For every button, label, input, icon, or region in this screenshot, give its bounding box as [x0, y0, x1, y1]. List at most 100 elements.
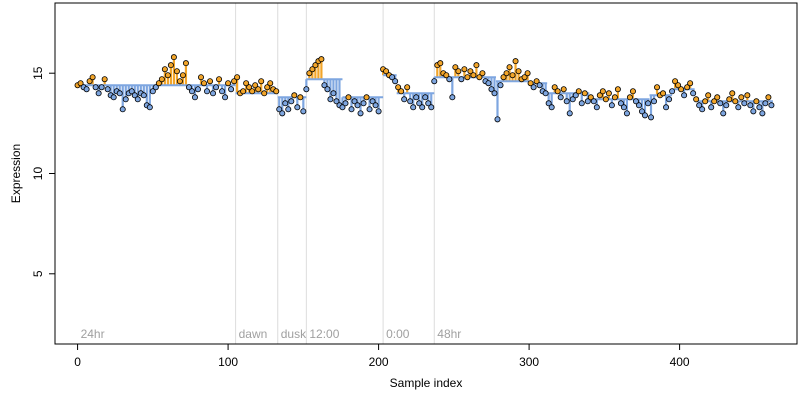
data-point	[128, 88, 135, 95]
data-point	[521, 74, 528, 81]
data-point	[747, 102, 754, 109]
data-point	[596, 92, 603, 99]
phase-labels: 24hr dawn dusk 12:00 0:00 48hr	[81, 327, 462, 341]
data-point	[185, 84, 192, 91]
data-point	[756, 104, 763, 111]
data-point	[140, 92, 147, 99]
data-point	[669, 88, 676, 95]
data-point	[536, 82, 543, 89]
data-point	[524, 70, 531, 77]
data-point	[503, 70, 510, 77]
y-axis-label: Expression	[9, 144, 23, 203]
data-point	[443, 72, 450, 79]
data-point	[500, 74, 507, 81]
data-point	[551, 84, 558, 91]
data-point	[225, 80, 232, 87]
data-point	[626, 94, 633, 101]
data-point	[258, 78, 265, 85]
data-point	[515, 68, 522, 75]
data-point	[494, 116, 501, 123]
data-point	[164, 72, 171, 79]
data-point	[201, 80, 208, 87]
data-point	[509, 72, 516, 79]
data-point	[654, 84, 661, 91]
data-point	[425, 100, 432, 107]
data-point	[410, 104, 417, 111]
data-point	[357, 110, 364, 117]
data-point	[590, 98, 597, 105]
data-point	[419, 104, 426, 111]
data-point	[467, 68, 474, 75]
data-point	[255, 86, 262, 93]
data-point	[261, 90, 268, 97]
data-point	[629, 88, 636, 95]
data-point	[488, 86, 495, 93]
y-axis: 5 10 15	[31, 66, 55, 277]
data-point	[279, 110, 286, 117]
data-point	[392, 78, 399, 85]
phase-lines	[235, 3, 435, 344]
data-point	[611, 94, 618, 101]
data-point	[204, 88, 211, 95]
y-tick-label: 5	[31, 270, 45, 277]
data-point	[300, 108, 307, 115]
data-point	[324, 86, 331, 93]
data-point	[620, 104, 627, 111]
data-point	[554, 88, 561, 95]
data-point	[83, 86, 90, 93]
data-point	[285, 106, 292, 113]
data-point	[303, 86, 310, 93]
data-point	[566, 110, 573, 117]
data-point	[644, 100, 651, 107]
data-point	[351, 98, 358, 105]
data-point	[605, 90, 612, 97]
data-point	[116, 90, 123, 97]
y-tick-label: 10	[31, 167, 45, 181]
data-point	[249, 88, 256, 95]
data-point	[188, 88, 195, 95]
data-point	[213, 84, 220, 91]
data-point	[389, 74, 396, 81]
data-point	[354, 102, 361, 109]
data-point	[158, 76, 165, 83]
data-point	[182, 60, 189, 67]
data-point	[152, 84, 159, 91]
data-point	[191, 94, 198, 101]
data-point	[666, 96, 673, 103]
data-point	[696, 102, 703, 109]
data-point	[452, 64, 459, 71]
data-point	[345, 94, 352, 101]
data-point	[690, 90, 697, 97]
data-point	[608, 102, 615, 109]
data-point	[638, 108, 645, 115]
data-point	[306, 70, 313, 77]
data-point	[264, 84, 271, 91]
data-point	[768, 102, 775, 109]
phase-label: 48hr	[437, 327, 461, 341]
x-axis-label: Sample index	[390, 376, 463, 390]
data-point	[741, 100, 748, 107]
data-point	[602, 96, 609, 103]
data-point	[485, 80, 492, 87]
data-point	[717, 100, 724, 107]
data-point	[584, 98, 591, 105]
data-point	[194, 86, 201, 93]
x-axis: 0 100 200 300 400	[74, 344, 690, 369]
data-point	[533, 78, 540, 85]
data-point	[297, 94, 304, 101]
phase-label: dawn	[239, 327, 268, 341]
data-point	[360, 100, 367, 107]
data-point	[288, 98, 295, 105]
data-point	[632, 98, 639, 105]
data-point	[176, 78, 183, 85]
data-point	[101, 76, 108, 83]
data-point	[705, 92, 712, 99]
data-point	[455, 68, 462, 75]
data-point	[416, 100, 423, 107]
data-point	[407, 98, 414, 105]
data-point	[431, 78, 438, 85]
data-point	[720, 110, 727, 117]
data-point	[216, 76, 223, 83]
data-point	[702, 98, 709, 105]
